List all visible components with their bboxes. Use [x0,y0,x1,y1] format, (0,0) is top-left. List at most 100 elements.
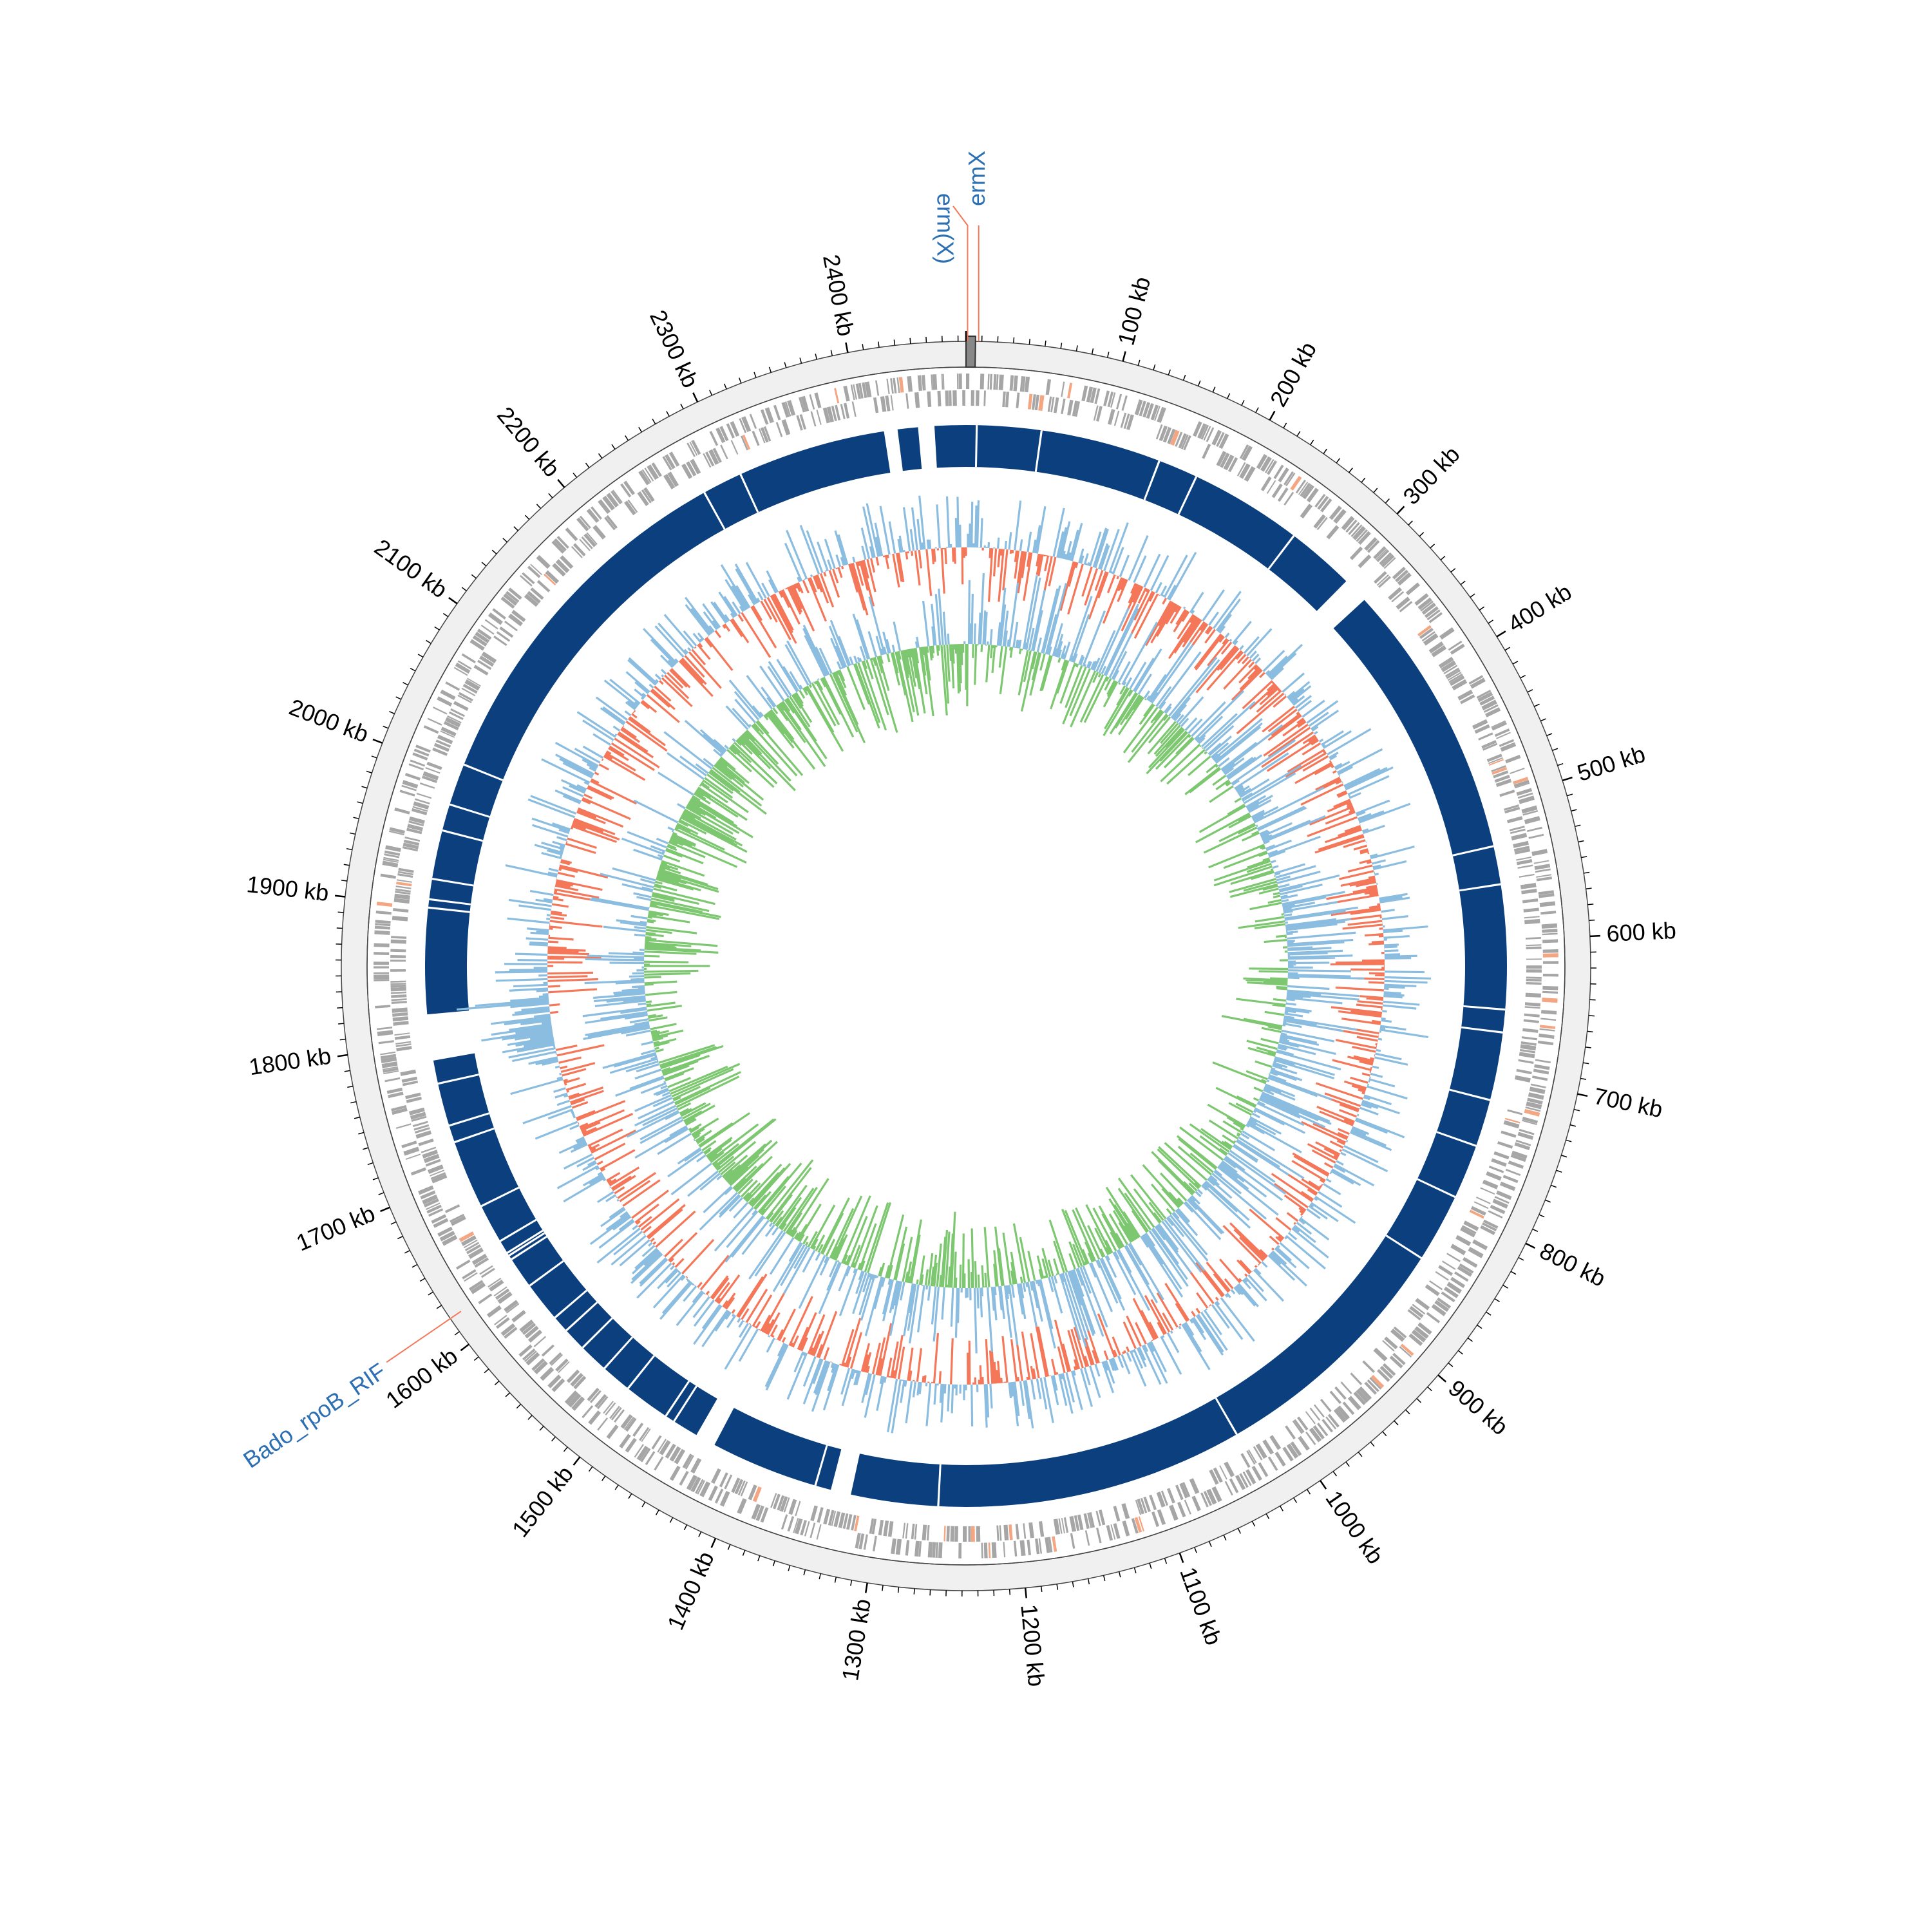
cds-block [1274,1452,1286,1467]
cds-block [1542,949,1558,953]
cds-block [1306,488,1319,503]
cds-block [1517,864,1533,869]
cds-block [1302,484,1314,500]
cds-block [742,434,751,450]
cds-block [551,540,565,554]
tick-label-300: 300 kb [1397,441,1464,510]
cds-block [570,1372,583,1387]
minor-tick [1520,674,1526,679]
cds-block [1523,907,1539,913]
cds-block [408,820,424,827]
cds-block [374,952,390,955]
cds-block [1421,602,1436,615]
cds-block [1341,516,1355,531]
cds-block [854,1515,860,1531]
cds-block [1239,1473,1249,1488]
cds-block [1099,1510,1106,1526]
cds-block [927,1542,933,1558]
major-tick [1024,1587,1027,1598]
cds-block [484,619,498,630]
cds-block [401,1076,418,1083]
cds-block [1054,397,1059,413]
cds-block [459,1231,475,1242]
cds-block [1236,462,1246,477]
cds-block [443,721,459,731]
cds-block [1321,1419,1334,1433]
cds-block [1383,557,1396,569]
cds-block [1260,456,1272,472]
gc-content-negative [547,547,1385,1385]
cds-block [1160,1490,1169,1506]
cds-block [383,1070,399,1075]
cds-block [1502,1175,1519,1184]
cds-block [390,969,406,972]
cds-block [1367,1379,1379,1392]
minor-tick [395,696,402,700]
cds-block [1520,1044,1537,1051]
minor-tick [1212,386,1216,393]
cds-block [390,984,406,988]
cds-block [1382,1363,1396,1376]
cds-block [927,391,932,408]
cds-block [440,730,455,738]
cds-block [1525,1106,1541,1112]
cds-block [668,451,680,467]
major-tick [1122,351,1126,362]
cds-block [1522,810,1539,816]
homology-break [1459,883,1501,892]
cds-block [1522,1028,1539,1033]
minor-tick [350,1101,357,1104]
cds-block [390,955,406,958]
cds-block [469,639,485,651]
cds-block [1325,1416,1337,1430]
minor-tick [1518,1257,1524,1261]
cds-block [445,717,461,728]
cds-block [530,587,544,600]
cds-block [375,1005,391,1009]
cds-block [426,1204,442,1214]
cds-block [1519,1048,1536,1054]
cds-block [1134,399,1143,415]
cds-block [878,1519,884,1536]
cds-block [497,1291,513,1304]
cds-block [1203,1491,1213,1506]
cds-block [1336,1405,1350,1420]
cds-block [1519,1052,1535,1059]
cds-block [457,660,472,670]
cds-block [931,374,933,390]
minor-tick [585,462,590,468]
cds-block [450,708,466,717]
cds-block [388,830,404,836]
cds-block [395,1041,412,1045]
cds-block [393,1021,409,1026]
cds-block [1110,392,1116,408]
cds-block [946,1526,950,1542]
cds-block [1070,1533,1075,1549]
cds-block [586,532,598,545]
major-tick [845,342,849,353]
cds-block [1377,1368,1390,1382]
minor-tick [1382,1431,1387,1437]
minor-tick [1075,345,1078,352]
cds-block [1479,696,1495,706]
cds-block [1417,625,1432,637]
minor-tick [742,1549,746,1556]
cds-block [932,1542,936,1558]
major-tick [1396,506,1405,515]
cds-block [1483,1219,1499,1229]
cds-block [1240,1453,1251,1468]
cds-block [1428,1280,1443,1291]
cds-block [428,1208,444,1217]
cds-block [623,480,636,495]
tick-label-700: 700 kb [1591,1083,1665,1122]
cds-block [1169,1504,1179,1521]
cds-block [1540,1018,1557,1021]
cds-block [493,635,507,647]
cds-block [758,428,766,444]
cds-block [1028,1522,1034,1539]
cds-block [1405,582,1421,596]
cds-block [1530,1083,1546,1089]
homology-break [974,425,978,468]
cds-block [603,1401,614,1414]
cds-block [475,631,490,643]
